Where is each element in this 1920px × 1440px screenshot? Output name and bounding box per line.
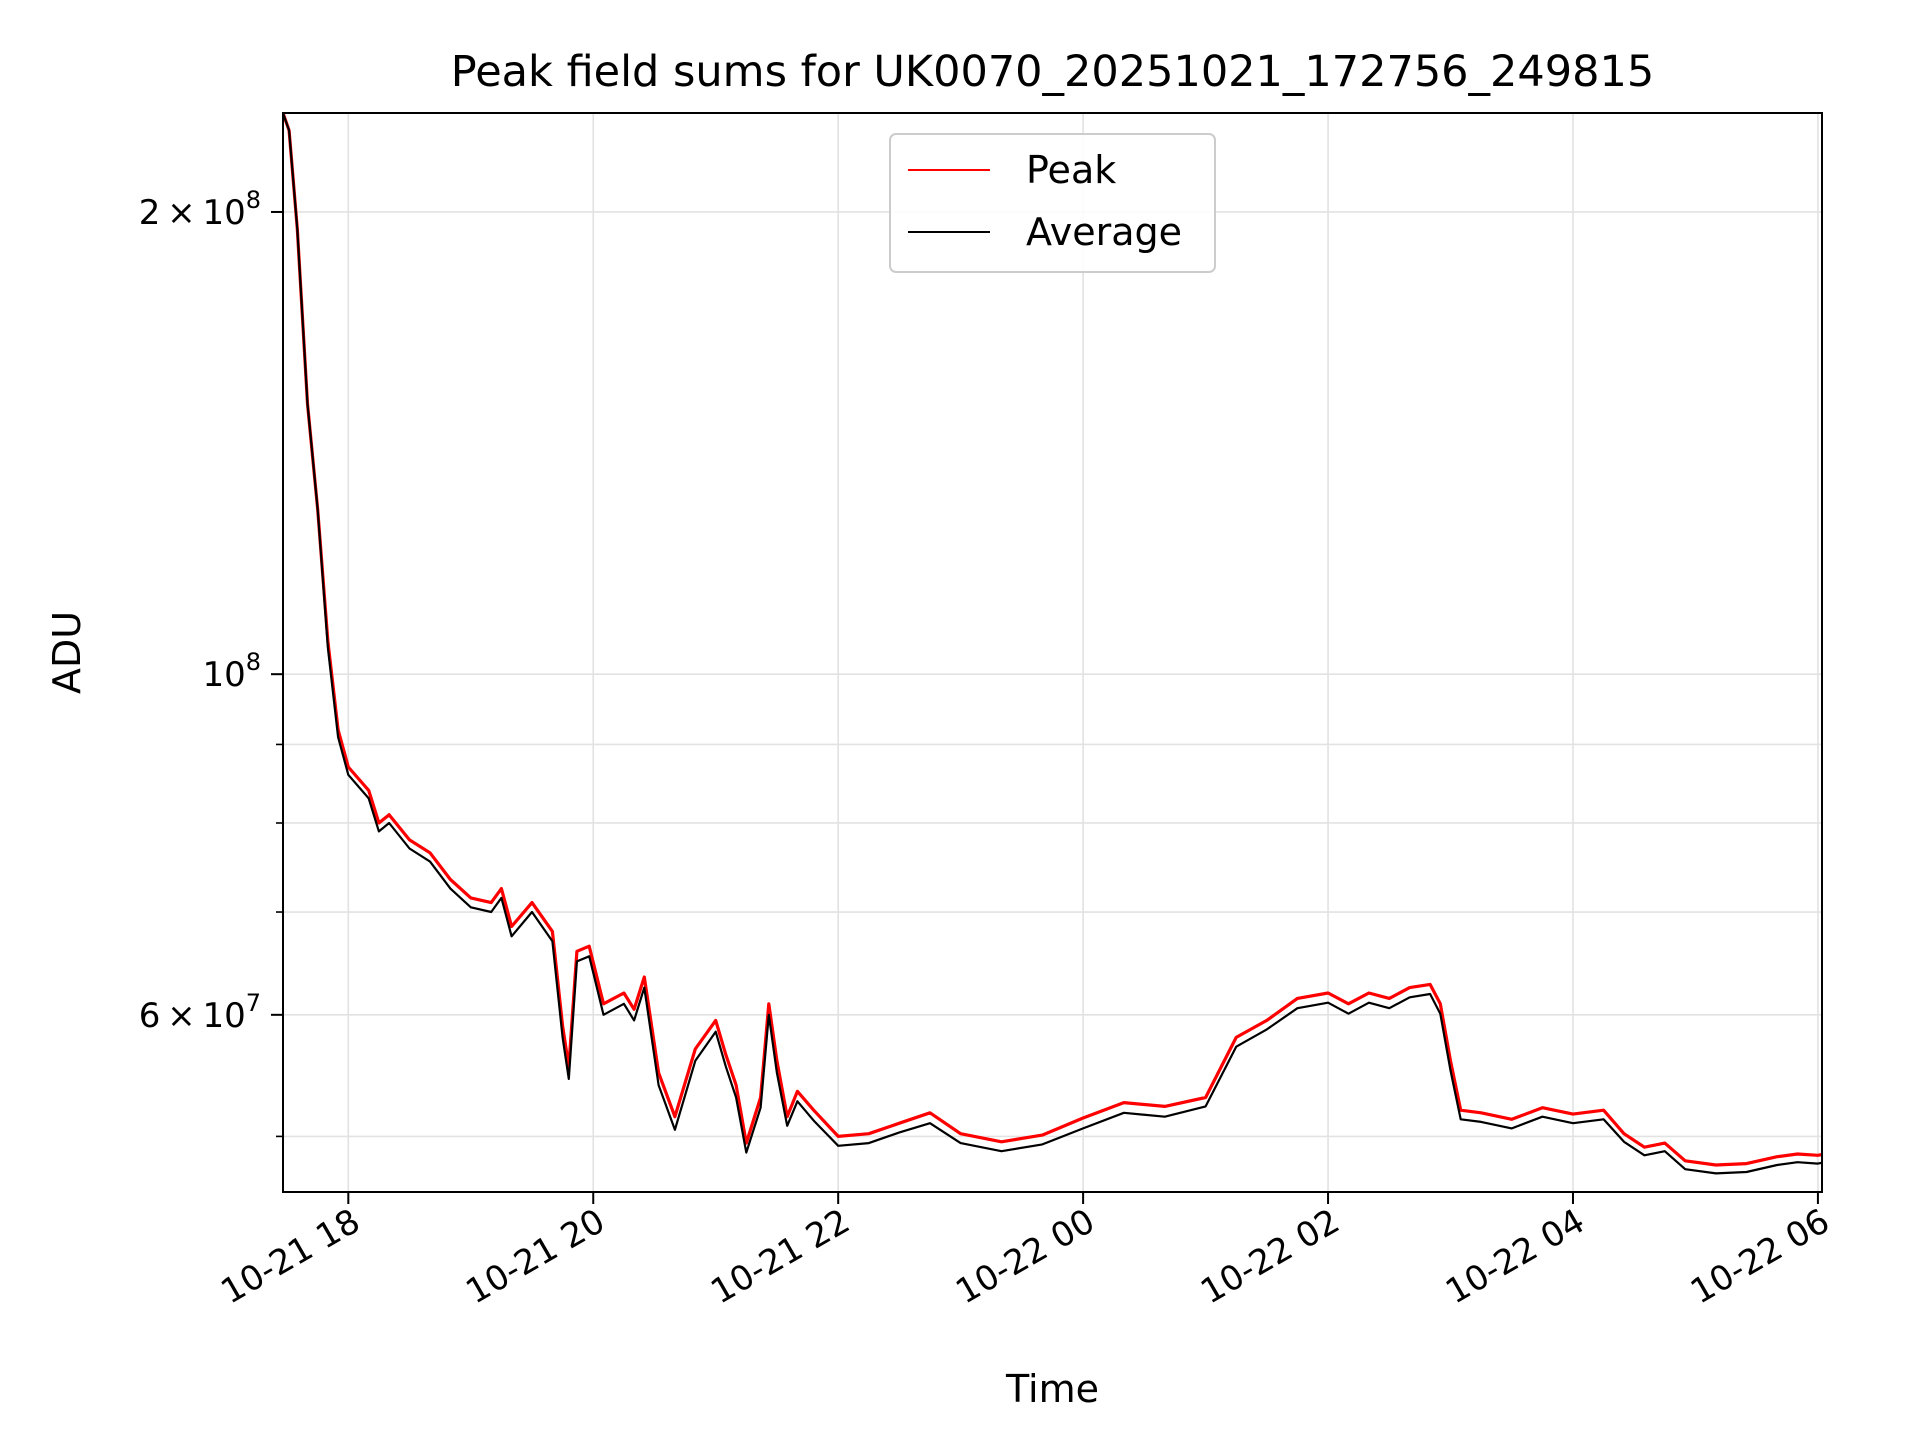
y-tick-label: 2 × 108	[139, 186, 261, 233]
y-tick-label: 108	[202, 648, 261, 695]
y-axis: 6 × 107 108 2 × 108	[139, 186, 283, 1138]
legend-label-average: Average	[1026, 210, 1182, 254]
legend-box	[889, 133, 1216, 273]
y-tick-label: 6 × 107	[139, 989, 261, 1036]
series-layer	[283, 113, 1822, 1175]
plot-frame	[282, 112, 1823, 1193]
x-axis-label: Time	[1005, 1367, 1099, 1411]
legend-label-peak: Peak	[1026, 148, 1116, 192]
legend: Peak Average	[889, 133, 1216, 273]
series-line-average	[283, 113, 1822, 1175]
chart-title: Peak field sums for UK0070_20251021_1727…	[451, 47, 1654, 97]
y-axis-label: ADU	[45, 611, 89, 694]
series-line-peak	[283, 113, 1822, 1167]
